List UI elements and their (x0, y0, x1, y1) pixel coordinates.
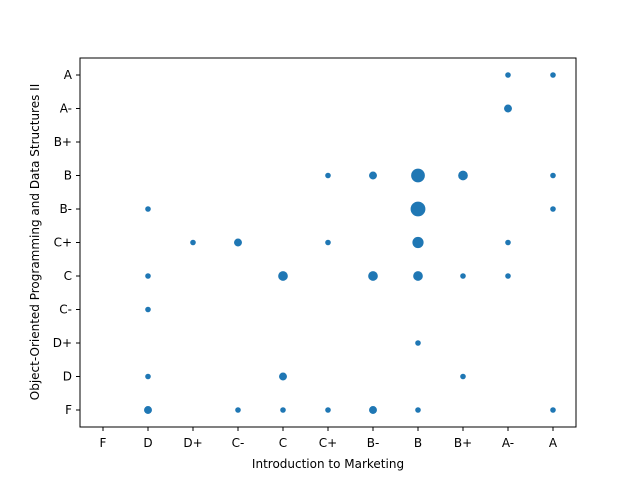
y-tick-label: A- (60, 102, 72, 116)
y-tick-label: B- (59, 202, 72, 216)
scatter-point (278, 271, 288, 281)
scatter-point (368, 271, 378, 281)
scatter-point (550, 172, 556, 179)
y-axis: F D D+ C- C C+ B- B B+ A- A (53, 68, 80, 417)
scatter-point (144, 406, 152, 414)
x-tick-label: D+ (183, 436, 202, 450)
scatter-point (369, 171, 377, 180)
scatter-point (505, 239, 511, 246)
scatter-point (415, 340, 421, 346)
scatter-point (412, 236, 424, 249)
scatter-point (550, 72, 556, 78)
scatter-point (415, 407, 421, 413)
y-tick-label: D+ (53, 336, 72, 350)
x-tick-label: A- (502, 436, 514, 450)
x-tick-label: B (414, 436, 422, 450)
points-layer (144, 72, 556, 414)
x-tick-label: B- (367, 436, 380, 450)
scatter-point (190, 239, 196, 246)
scatter-point (325, 239, 331, 246)
scatter-point (505, 273, 511, 279)
y-tick-label: C (64, 269, 72, 283)
y-tick-label: C- (59, 303, 72, 317)
x-tick-label: C- (232, 436, 245, 450)
scatter-point (369, 406, 377, 414)
y-tick-label: C+ (54, 236, 72, 250)
scatter-point (550, 206, 556, 212)
y-tick-label: B (64, 169, 72, 183)
scatter-point (145, 373, 151, 380)
scatter-point (325, 172, 331, 179)
x-tick-label: D (143, 436, 152, 450)
scatter-point (234, 238, 242, 247)
x-tick-label: C+ (319, 436, 337, 450)
scatter-point (460, 273, 466, 279)
scatter-point (325, 407, 331, 413)
y-tick-label: A (64, 68, 73, 82)
scatter-point (411, 168, 425, 183)
scatter-point (505, 72, 511, 78)
y-axis-label: Object-Oriented Programming and Data Str… (28, 84, 42, 400)
scatter-point (413, 271, 423, 281)
y-tick-label: F (65, 403, 72, 417)
scatter-point (235, 407, 241, 413)
x-axis-label: Introduction to Marketing (252, 457, 404, 471)
x-tick-label: A (549, 436, 558, 450)
y-tick-label: D (63, 370, 72, 384)
x-tick-label: C (279, 436, 287, 450)
scatter-point (410, 201, 426, 217)
scatter-point (279, 372, 287, 381)
scatter-point (145, 206, 151, 212)
y-tick-label: B+ (54, 135, 72, 149)
scatter-point (504, 104, 512, 113)
scatter-point (460, 373, 466, 380)
scatter-point (550, 407, 556, 413)
scatter-point (145, 273, 151, 279)
x-axis: F D D+ C- C C+ B- B B+ A- A (100, 427, 558, 450)
scatter-point (280, 407, 286, 413)
x-tick-label: F (100, 436, 107, 450)
x-tick-label: B+ (454, 436, 472, 450)
scatter-point (145, 306, 151, 313)
scatter-point (458, 170, 468, 181)
